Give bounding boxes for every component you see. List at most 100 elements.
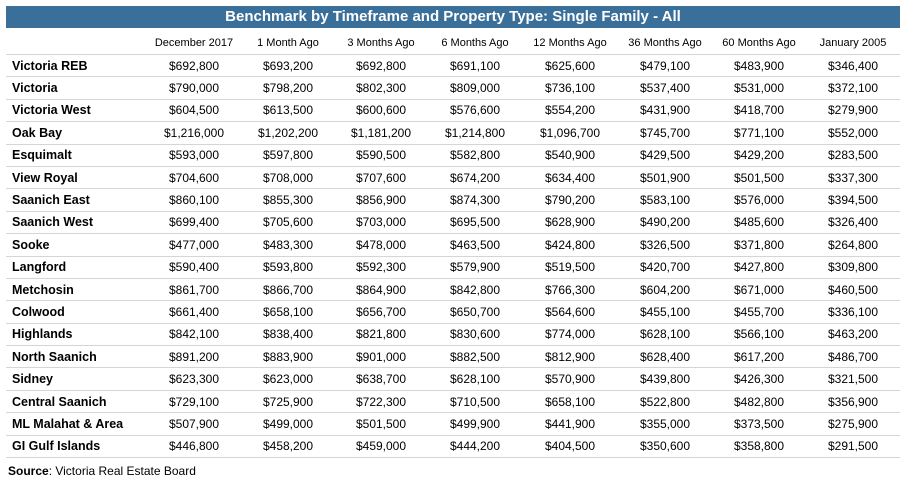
price-cell: $613,500	[262, 103, 314, 118]
price-cell: $707,600	[355, 170, 407, 185]
table-row: Esquimalt $593,000 $597,800 $590,500 $582,80…	[6, 144, 900, 167]
price-cell: $590,400	[168, 260, 220, 275]
price-cell: $790,200	[544, 193, 596, 208]
price-cell: $830,600	[449, 327, 501, 342]
price-cell: $708,000	[262, 170, 314, 185]
price-cell: $590,500	[355, 148, 407, 163]
price-cell: $483,900	[733, 58, 785, 73]
price-cell: $855,300	[262, 193, 314, 208]
price-cell: $418,700	[733, 103, 785, 118]
price-cell: $705,600	[262, 215, 314, 230]
price-cell: $455,700	[733, 304, 785, 319]
price-cell: $592,300	[355, 260, 407, 275]
price-cell: $429,200	[733, 148, 785, 163]
price-cell: $371,800	[733, 237, 785, 252]
table-body: Victoria REB $692,800 $693,200 $692,800 $691…	[6, 55, 900, 458]
price-cell: $699,400	[168, 215, 220, 230]
price-cell: $479,100	[639, 58, 691, 73]
price-cell: $658,100	[262, 304, 314, 319]
table-row: Metchosin $861,700 $866,700 $864,900 $842,80…	[6, 278, 900, 301]
price-cell: $429,500	[639, 148, 691, 163]
price-cell: $1,216,000	[163, 125, 225, 140]
price-cell: $455,100	[639, 304, 691, 319]
column-header: 1 Month Ago	[257, 37, 319, 49]
price-cell: $483,300	[262, 237, 314, 252]
table-title: Benchmark by Timeframe and Property Type…	[6, 6, 900, 28]
price-cell: $501,900	[639, 170, 691, 185]
table-row: Victoria $790,000 $798,200 $802,300 $809,000…	[6, 77, 900, 100]
region-name: Esquimalt	[12, 148, 72, 163]
price-cell: $477,000	[168, 237, 220, 252]
price-cell: $321,500	[827, 372, 879, 387]
price-cell: $842,800	[449, 282, 501, 297]
price-cell: $1,096,700	[539, 125, 601, 140]
column-header	[6, 32, 146, 55]
price-cell: $821,800	[355, 327, 407, 342]
price-cell: $617,200	[733, 349, 785, 364]
column-header: 6 Months Ago	[441, 37, 509, 49]
price-cell: $537,400	[639, 81, 691, 96]
price-cell: $540,900	[544, 148, 596, 163]
price-cell: $552,000	[827, 125, 879, 140]
price-cell: $394,500	[827, 193, 879, 208]
price-cell: $593,000	[168, 148, 220, 163]
price-cell: $861,700	[168, 282, 220, 297]
column-header: 36 Months Ago	[628, 37, 702, 49]
price-cell: $856,900	[355, 193, 407, 208]
price-cell: $725,900	[262, 394, 314, 409]
table-row: Victoria West $604,500 $613,500 $600,600 $57…	[6, 99, 900, 122]
price-cell: $661,400	[168, 304, 220, 319]
price-cell: $722,300	[355, 394, 407, 409]
price-cell: $582,800	[449, 148, 501, 163]
price-cell: $1,202,200	[257, 125, 319, 140]
price-cell: $499,900	[449, 416, 501, 431]
price-cell: $674,200	[449, 170, 501, 185]
price-cell: $628,100	[639, 327, 691, 342]
region-name: GI Gulf Islands	[12, 439, 101, 454]
price-cell: $809,000	[449, 81, 501, 96]
price-cell: $604,200	[639, 282, 691, 297]
price-cell: $358,800	[733, 439, 785, 454]
price-cell: $420,700	[639, 260, 691, 275]
region-name: Central Saanich	[12, 394, 107, 409]
price-cell: $501,500	[733, 170, 785, 185]
price-cell: $691,100	[449, 58, 501, 73]
price-cell: $356,900	[827, 394, 879, 409]
table-row: Sooke $477,000 $483,300 $478,000 $463,500 $42…	[6, 234, 900, 257]
region-name: Highlands	[12, 327, 73, 342]
table-row: Sidney $623,300 $623,000 $638,700 $628,100 $5…	[6, 368, 900, 391]
region-name: Saanich West	[12, 215, 94, 230]
price-cell: $337,300	[827, 170, 879, 185]
price-cell: $650,700	[449, 304, 501, 319]
price-cell: $882,500	[449, 349, 501, 364]
table-row: Langford $590,400 $593,800 $592,300 $579,900…	[6, 256, 900, 279]
table-row: ML Malahat & Area $507,900 $499,000 $501,50…	[6, 413, 900, 436]
price-cell: $460,500	[827, 282, 879, 297]
price-cell: $458,200	[262, 439, 314, 454]
price-cell: $838,400	[262, 327, 314, 342]
region-name: Langford	[12, 260, 67, 275]
source-note: Source: Victoria Real Estate Board	[8, 464, 196, 478]
price-cell: $570,900	[544, 372, 596, 387]
region-name: Oak Bay	[12, 125, 63, 140]
header-row: December 2017 1 Month Ago 3 Months Ago 6 Mo…	[6, 32, 900, 55]
price-cell: $291,500	[827, 439, 879, 454]
price-cell: $404,500	[544, 439, 596, 454]
column-header: January 2005	[819, 37, 887, 49]
price-cell: $531,000	[733, 81, 785, 96]
region-name: Colwood	[12, 304, 65, 319]
region-name: Victoria REB	[12, 58, 88, 73]
table-row: Highlands $842,100 $838,400 $821,800 $830,60…	[6, 323, 900, 346]
price-cell: $431,900	[639, 103, 691, 118]
price-cell: $860,100	[168, 193, 220, 208]
price-cell: $703,000	[355, 215, 407, 230]
price-cell: $695,500	[449, 215, 501, 230]
source-label: Source	[8, 464, 49, 478]
price-cell: $671,000	[733, 282, 785, 297]
price-cell: $576,600	[449, 103, 501, 118]
table-row: GI Gulf Islands $446,800 $458,200 $459,000 $…	[6, 435, 900, 458]
table-row: Central Saanich $729,100 $725,900 $722,300 $…	[6, 390, 900, 413]
price-cell: $566,100	[733, 327, 785, 342]
price-cell: $600,600	[355, 103, 407, 118]
price-cell: $579,900	[449, 260, 501, 275]
